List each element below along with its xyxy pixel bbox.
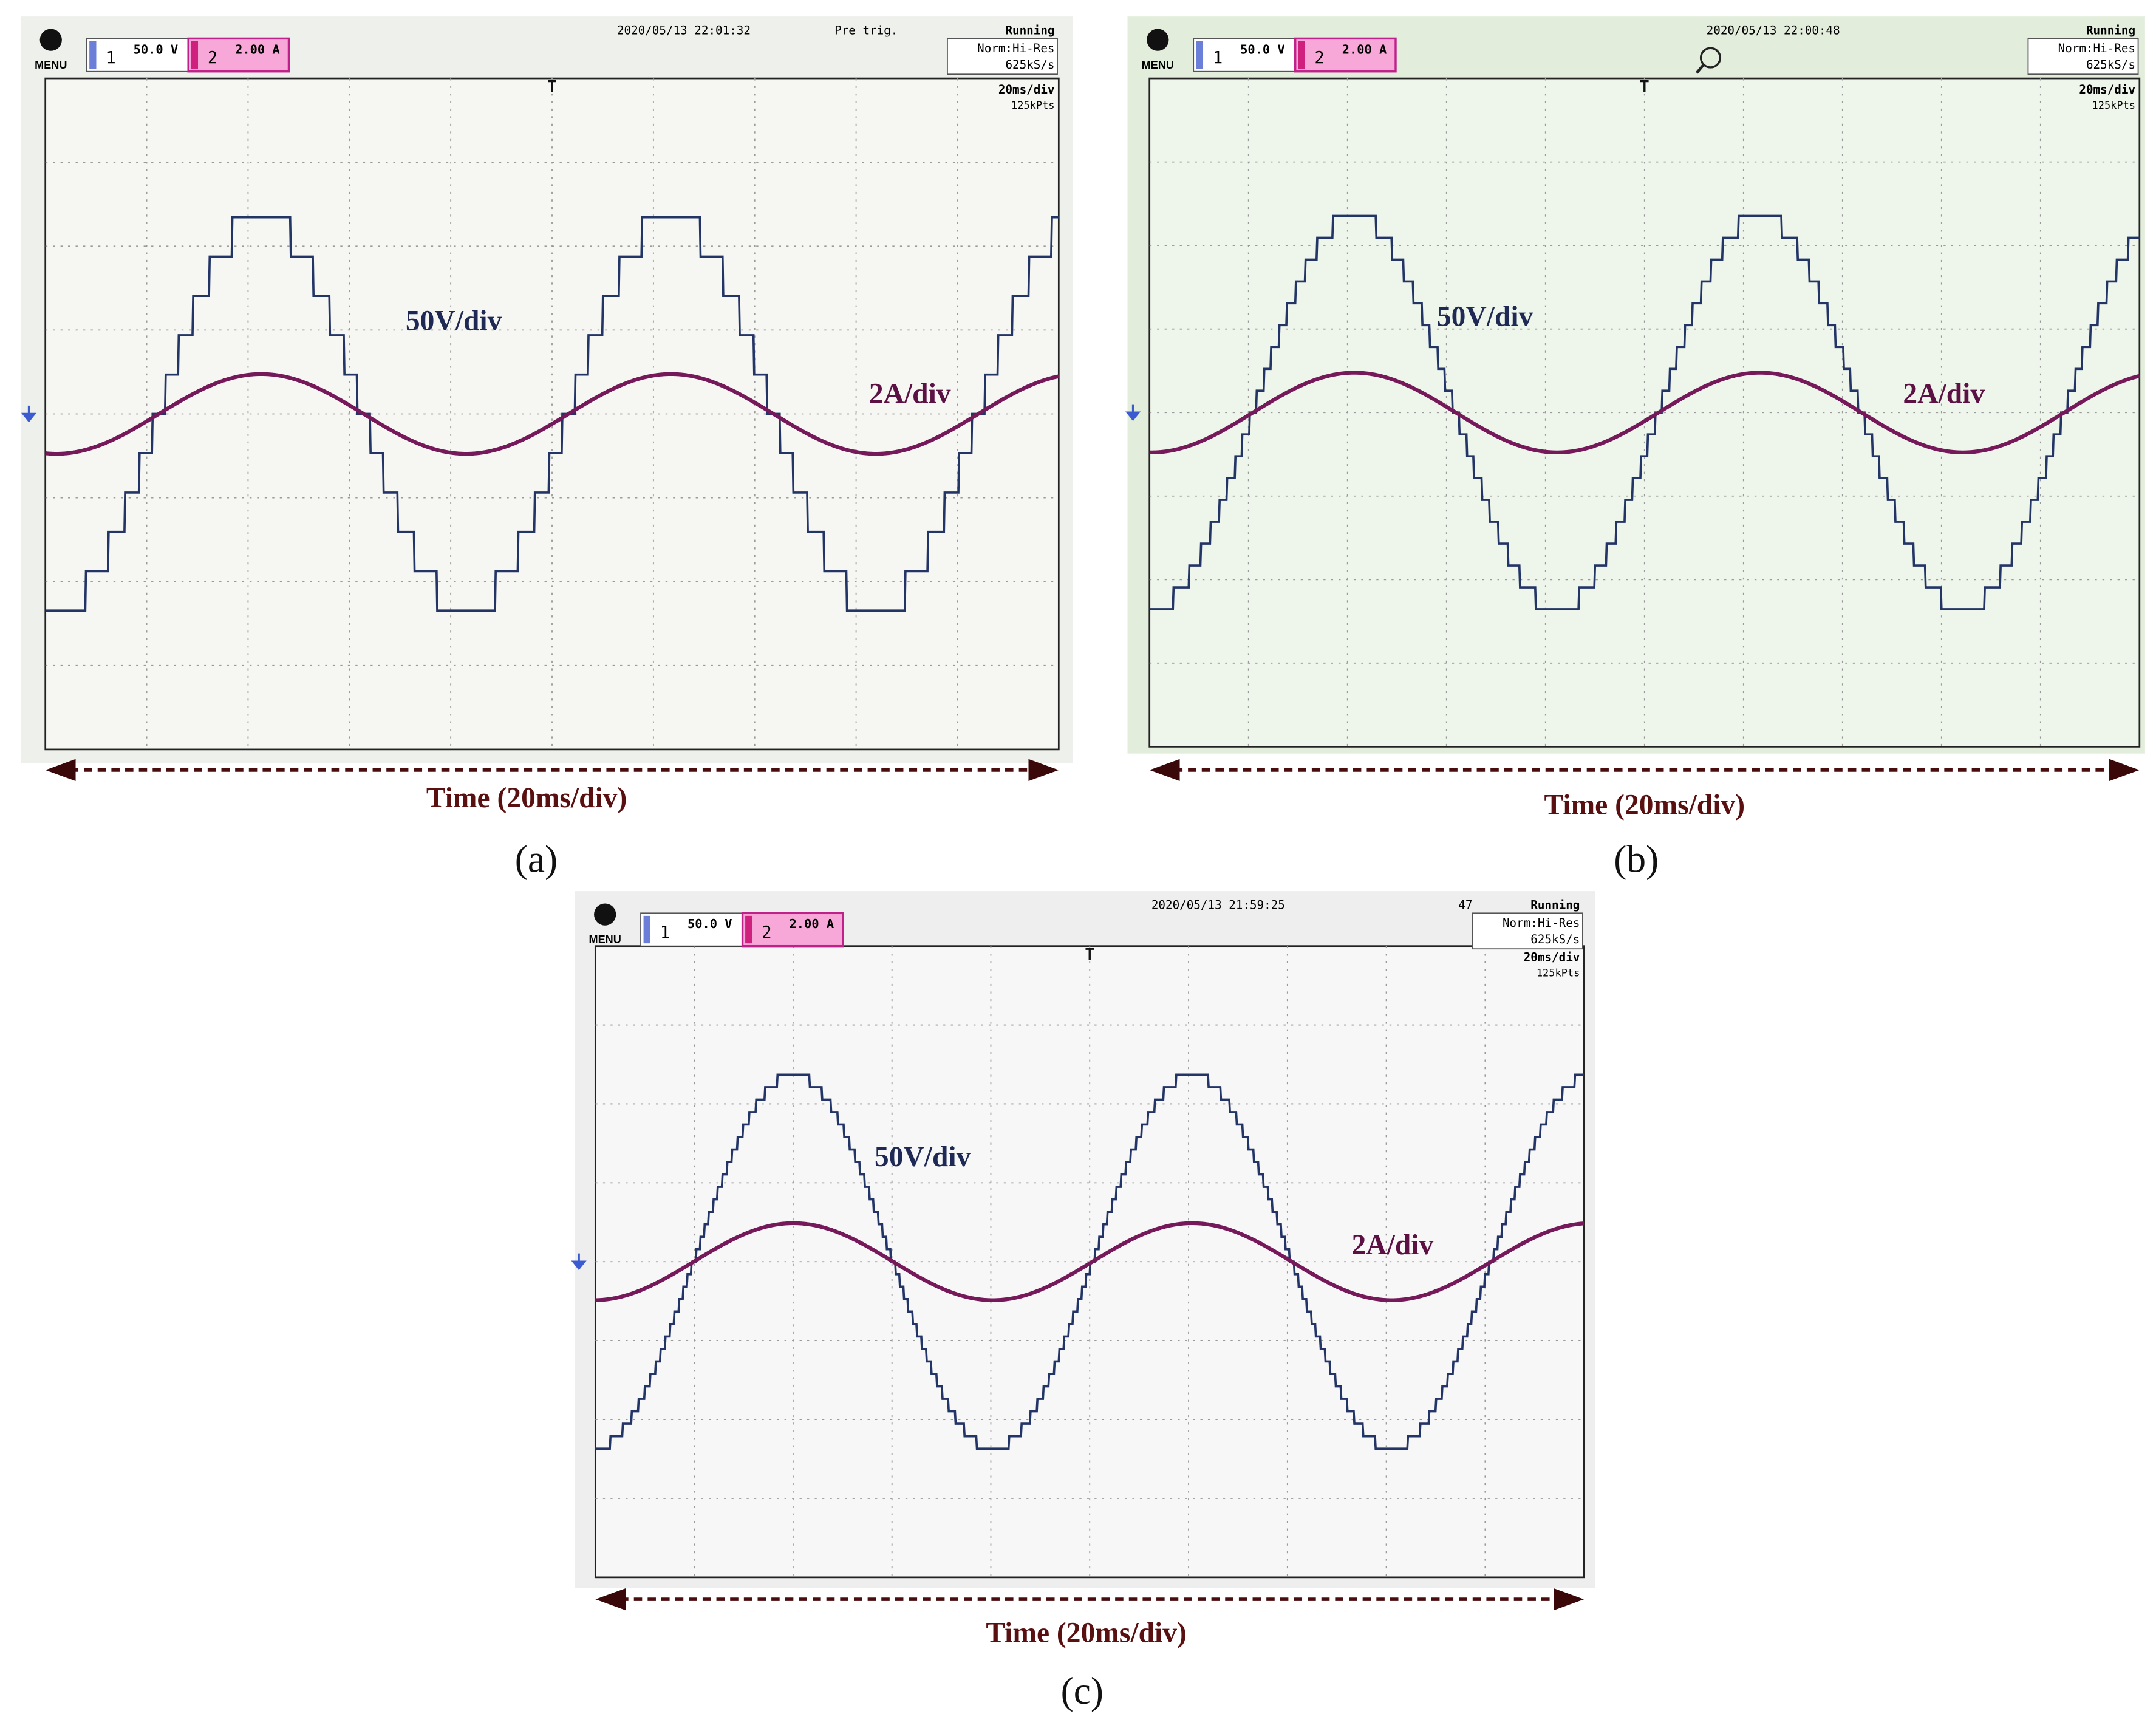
time-arrow-head-right (1028, 759, 1059, 781)
zoom-icon (1699, 47, 1722, 69)
time-arrow-head-left (595, 1588, 626, 1611)
channel-2-scale: 2.00 A (1342, 42, 1387, 56)
acq-mode: Norm:Hi-Res (1503, 916, 1580, 930)
ground-marker (571, 1253, 587, 1271)
ground-marker (21, 405, 37, 423)
trigger-marker (1640, 80, 1649, 92)
sample-rate: 625kS/s (1530, 932, 1580, 946)
timestamp: 2020/05/13 21:59:25 (1151, 898, 1285, 912)
time-arrow-head-right (2109, 759, 2140, 781)
voltage-trace (45, 216, 1059, 612)
channel-1-scale: 50.0 V (687, 917, 732, 931)
channel-1-color (1196, 41, 1204, 69)
current-label: 2A/div (1903, 378, 1985, 409)
scope-panel: MENU 1 50.0 V 2 2.00 A 2020/05/13 22:00:48 Run… (1125, 16, 2145, 880)
scope-panel: MENU 1 50.0 V 2 2.00 A 2020/05/13 22:01:32 Pre… (20, 16, 1073, 880)
channel-2-box (187, 37, 290, 73)
channel-2-number: 2 (208, 49, 217, 67)
channel-1-box (86, 38, 189, 72)
panel-caption: (b) (1614, 838, 1659, 880)
time-arrow-head-left (1149, 759, 1180, 781)
time-div: 20ms/div (1524, 951, 1580, 965)
run-state: Running (2086, 24, 2135, 38)
voltage-trace (595, 1073, 1585, 1450)
zoom-icon-handle (1696, 63, 1705, 74)
voltage-label: 50V/div (1437, 301, 1533, 333)
channel-2-box (741, 912, 844, 948)
run-state: Running (1530, 898, 1580, 912)
channel-1-color (89, 41, 97, 69)
channel-2-color (191, 41, 199, 69)
record-length: 125kPts (1537, 967, 1580, 979)
channel-1-number: 1 (106, 49, 115, 67)
ground-marker (1125, 404, 1141, 422)
timestamp: 2020/05/13 22:01:32 (617, 24, 751, 38)
channel-1-box (640, 912, 743, 947)
acq-box (2027, 38, 2139, 75)
channel-1-box (1193, 38, 1296, 72)
scope-panel: MENU 1 50.0 V 2 2.00 A 2020/05/13 21:59:25 47 R… (571, 891, 1595, 1712)
acq-box (947, 38, 1058, 75)
status-extra: Pre trig. (834, 24, 898, 38)
menu-label: MENU (589, 934, 621, 946)
acq-box (1472, 912, 1583, 950)
timestamp: 2020/05/13 22:00:48 (1707, 24, 1840, 38)
time-arrow-head-left (45, 759, 76, 781)
time-arrow-head-right (1554, 1588, 1585, 1611)
channel-1-color (643, 915, 650, 944)
channel-2-number: 2 (1314, 49, 1324, 67)
record-length: 125kPts (1011, 100, 1055, 112)
channel-2-scale: 2.00 A (790, 917, 834, 931)
menu-label: MENU (35, 59, 67, 71)
voltage-trace (1149, 214, 2140, 610)
menu-icon (594, 903, 616, 926)
channel-2-number: 2 (762, 923, 771, 942)
acq-mode: Norm:Hi-Res (2058, 41, 2135, 55)
voltage-label: 50V/div (875, 1141, 971, 1173)
channel-1-number: 1 (1213, 49, 1223, 67)
run-state: Running (1005, 24, 1054, 38)
menu-icon (39, 29, 62, 51)
time-axis-label: Time (20ms/div) (986, 1617, 1187, 1648)
current-label: 2A/div (869, 378, 951, 409)
channel-1-scale: 50.0 V (1240, 42, 1285, 56)
time-div: 20ms/div (998, 83, 1055, 97)
time-axis-label: Time (20ms/div) (426, 782, 627, 814)
panel-caption: (a) (515, 838, 558, 880)
record-length: 125kPts (2092, 100, 2136, 112)
channel-1-scale: 50.0 V (134, 42, 179, 56)
channel-2-box (1294, 37, 1397, 73)
time-axis-label: Time (20ms/div) (1544, 789, 1745, 821)
current-label: 2A/div (1352, 1229, 1434, 1261)
trigger-marker (548, 80, 556, 92)
menu-label: MENU (1142, 59, 1174, 71)
channel-2-scale: 2.00 A (235, 42, 280, 56)
time-div: 20ms/div (2079, 83, 2135, 97)
channel-2-color (1298, 41, 1305, 69)
panel-caption: (c) (1061, 1670, 1104, 1712)
sample-rate: 625kS/s (2086, 58, 2135, 72)
current-trace (45, 372, 1059, 456)
channel-2-color (745, 915, 752, 944)
menu-icon (1147, 29, 1169, 51)
acq-mode: Norm:Hi-Res (977, 41, 1054, 55)
sample-rate: 625kS/s (1005, 58, 1054, 72)
current-trace (1149, 371, 2140, 455)
voltage-label: 50V/div (406, 305, 502, 336)
trigger-marker (1085, 948, 1094, 960)
current-trace (595, 1221, 1585, 1302)
channel-1-number: 1 (660, 923, 670, 942)
status-extra: 47 (1458, 898, 1472, 912)
